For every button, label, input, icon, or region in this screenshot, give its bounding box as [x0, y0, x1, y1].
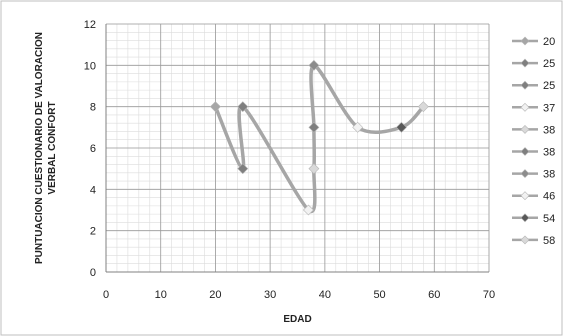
y-tick-label: 8 [90, 102, 96, 114]
legend-marker [520, 147, 530, 156]
y-tick-label: 10 [84, 60, 96, 72]
legend-label: 38 [543, 147, 555, 159]
legend-label: 25 [543, 58, 555, 70]
data-point [352, 121, 364, 133]
legend-marker [520, 213, 530, 223]
y-tick-label: 0 [90, 267, 96, 279]
x-tick-labels: 0 10 20 30 40 50 60 70 [103, 289, 495, 301]
legend-marker [520, 169, 530, 179]
y-tick-label: 2 [90, 226, 96, 238]
y-tick-labels: 0 2 4 6 8 10 12 [84, 19, 96, 279]
x-tick-label: 40 [319, 289, 331, 301]
data-point [237, 163, 249, 175]
x-tick-label: 20 [209, 289, 221, 301]
legend-label: 20 [543, 36, 555, 48]
legend-marker [520, 124, 530, 134]
data-point [303, 204, 314, 216]
data-point [417, 101, 429, 113]
legend-label: 38 [543, 124, 555, 136]
y-axis-title-line-2: VERBAL CONFORT [47, 101, 58, 194]
data-point [237, 101, 249, 113]
legend-marker [520, 235, 530, 245]
x-tick-label: 60 [428, 289, 440, 301]
legend-marker [520, 102, 530, 112]
legend-label: 25 [543, 80, 555, 92]
legend: 20 25 25 37 38 38 38 46 54 58 [512, 36, 555, 247]
legend-label: 38 [543, 169, 555, 181]
data-point [210, 101, 221, 113]
x-axis-title: EDAD [283, 314, 311, 325]
data-point [308, 59, 320, 71]
legend-marker [520, 36, 530, 46]
y-tick-label: 4 [90, 184, 96, 196]
x-tick-label: 10 [155, 289, 167, 301]
data-point [396, 121, 407, 133]
y-tick-label: 12 [84, 19, 96, 31]
data-point [308, 163, 320, 175]
legend-label: 54 [543, 213, 555, 225]
data-points [210, 59, 429, 216]
x-tick-label: 50 [373, 289, 385, 301]
x-tick-label: 0 [103, 289, 109, 301]
legend-marker [520, 58, 530, 68]
x-tick-label: 70 [483, 289, 495, 301]
legend-marker [520, 191, 530, 201]
y-tick-label: 6 [90, 143, 96, 155]
legend-label: 46 [543, 191, 555, 203]
x-tick-label: 30 [264, 289, 276, 301]
axis-lines [105, 24, 489, 273]
legend-label: 58 [543, 235, 555, 247]
y-axis-title: PUNTUACION CUESTIONARIO DE VALORACION VE… [34, 32, 58, 264]
legend-label: 37 [543, 102, 555, 114]
legend-marker [520, 80, 530, 90]
data-point [308, 121, 320, 133]
y-axis-title-line-1: PUNTUACION CUESTIONARIO DE VALORACION [34, 32, 45, 264]
